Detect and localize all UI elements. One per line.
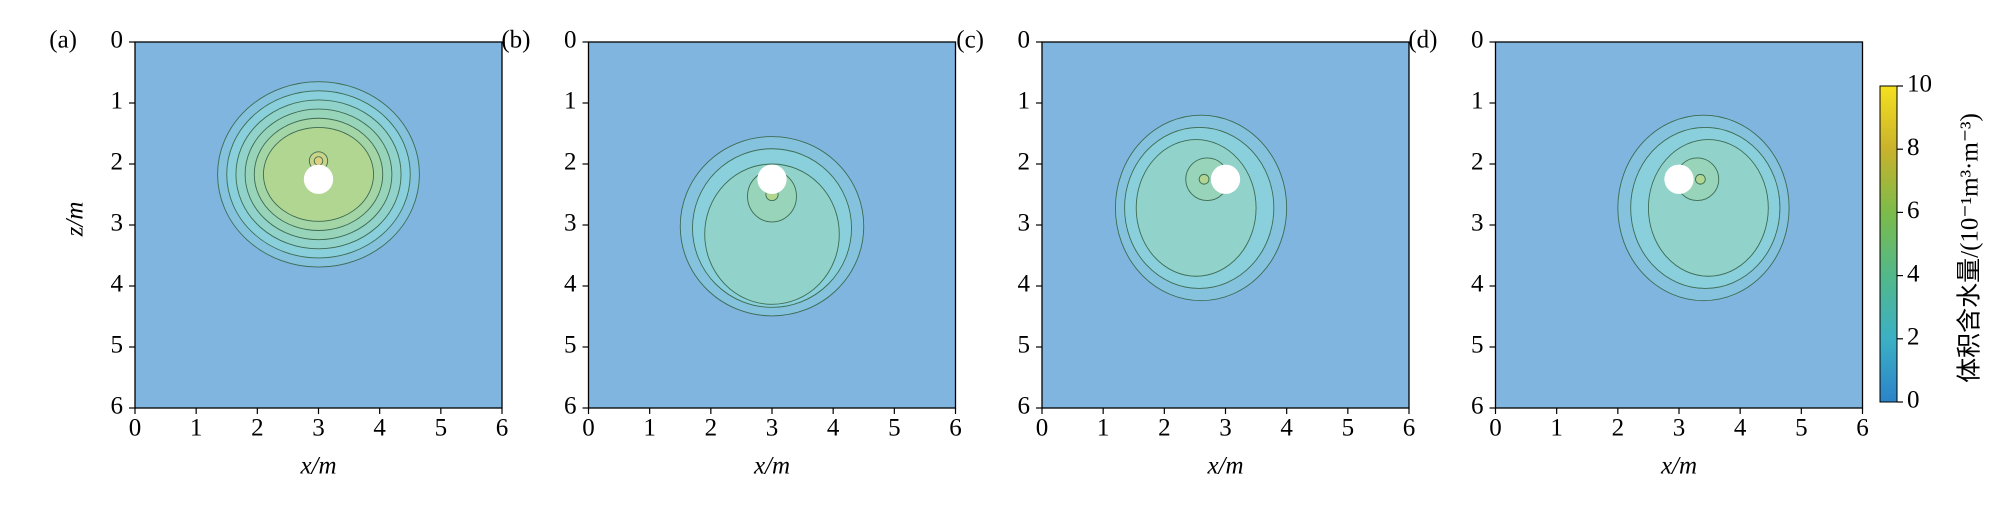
panel-label: (b) xyxy=(501,27,530,54)
colorbar xyxy=(1879,85,1898,403)
x-tick-label: 4 xyxy=(1734,415,1747,442)
x-axis-label: x/m xyxy=(299,453,336,480)
contour-region xyxy=(1647,139,1769,277)
y-tick-label: 3 xyxy=(1471,210,1484,237)
x-tick-label: 3 xyxy=(766,415,779,442)
y-tick-label: 2 xyxy=(564,149,577,176)
x-tick-label: 4 xyxy=(1280,415,1293,442)
y-tick-label: 3 xyxy=(111,210,124,237)
y-tick-label: 0 xyxy=(111,27,124,54)
contour-region xyxy=(1135,139,1257,277)
x-tick-label: 1 xyxy=(190,415,203,442)
y-tick-label: 4 xyxy=(564,271,577,298)
y-tick-label: 3 xyxy=(564,210,577,237)
y-tick-label: 6 xyxy=(1018,393,1031,420)
x-tick-label: 2 xyxy=(705,415,718,442)
colorbar-tick-label: 0 xyxy=(1907,387,1920,414)
colorbar-tick-label: 6 xyxy=(1907,197,1920,224)
x-tick-label: 3 xyxy=(1673,415,1686,442)
colorbar-tick-label: 8 xyxy=(1907,134,1920,161)
x-tick-label: 0 xyxy=(1036,415,1049,442)
contour-region xyxy=(704,163,840,305)
x-tick-label: 2 xyxy=(1158,415,1171,442)
x-tick-label: 6 xyxy=(949,415,962,442)
colorbar-label: 体积含水量/(10⁻¹m³·m⁻³) xyxy=(1956,113,1984,383)
x-tick-label: 5 xyxy=(888,415,901,442)
contour-region xyxy=(1198,173,1210,185)
y-axis-label: z/m xyxy=(62,202,89,238)
y-tick-label: 0 xyxy=(1471,27,1484,54)
x-tick-label: 5 xyxy=(1795,415,1808,442)
x-tick-label: 1 xyxy=(1550,415,1563,442)
panel-label: (c) xyxy=(956,27,984,54)
x-tick-label: 2 xyxy=(251,415,264,442)
y-tick-label: 2 xyxy=(1018,149,1031,176)
y-tick-label: 4 xyxy=(1471,271,1484,298)
x-tick-label: 1 xyxy=(1097,415,1110,442)
x-tick-label: 0 xyxy=(582,415,595,442)
colorbar-tick-label: 4 xyxy=(1907,260,1920,287)
y-tick-label: 1 xyxy=(1018,88,1031,115)
colorbar-tick-label: 10 xyxy=(1907,71,1932,98)
x-axis-label: x/m xyxy=(1206,453,1243,480)
contour-region xyxy=(1695,173,1706,185)
y-tick-label: 4 xyxy=(1018,271,1031,298)
x-tick-label: 0 xyxy=(1489,415,1502,442)
panel-label: (d) xyxy=(1408,27,1437,54)
source xyxy=(1210,164,1241,194)
source xyxy=(1664,164,1694,194)
y-tick-label: 6 xyxy=(1471,393,1484,420)
x-tick-label: 3 xyxy=(312,415,325,442)
y-tick-label: 6 xyxy=(111,393,124,420)
x-tick-label: 6 xyxy=(1403,415,1416,442)
y-tick-label: 1 xyxy=(564,88,577,115)
y-tick-label: 2 xyxy=(111,149,124,176)
y-tick-label: 5 xyxy=(111,332,124,359)
x-tick-label: 5 xyxy=(435,415,448,442)
y-tick-label: 0 xyxy=(564,27,577,54)
colorbar-tick-label: 2 xyxy=(1907,324,1920,351)
x-tick-label: 6 xyxy=(496,415,509,442)
y-tick-label: 2 xyxy=(1471,149,1484,176)
y-tick-label: 5 xyxy=(564,332,577,359)
source xyxy=(303,164,334,194)
panel-label: (a) xyxy=(49,27,77,54)
source xyxy=(757,164,787,194)
x-axis-label: x/m xyxy=(1660,453,1697,480)
y-tick-label: 0 xyxy=(1018,27,1031,54)
x-axis-label: x/m xyxy=(753,453,790,480)
x-tick-label: 5 xyxy=(1342,415,1355,442)
y-tick-label: 1 xyxy=(111,88,124,115)
y-tick-label: 6 xyxy=(564,393,577,420)
contour-region xyxy=(313,156,324,166)
x-tick-label: 0 xyxy=(129,415,142,442)
x-tick-label: 3 xyxy=(1219,415,1232,442)
y-tick-label: 3 xyxy=(1018,210,1031,237)
y-tick-label: 5 xyxy=(1018,332,1031,359)
x-tick-label: 2 xyxy=(1612,415,1625,442)
y-tick-label: 1 xyxy=(1471,88,1484,115)
x-tick-label: 1 xyxy=(643,415,656,442)
x-tick-label: 6 xyxy=(1856,415,1869,442)
x-tick-label: 4 xyxy=(373,415,386,442)
y-tick-label: 4 xyxy=(111,271,124,298)
y-tick-label: 5 xyxy=(1471,332,1484,359)
x-tick-label: 4 xyxy=(827,415,840,442)
